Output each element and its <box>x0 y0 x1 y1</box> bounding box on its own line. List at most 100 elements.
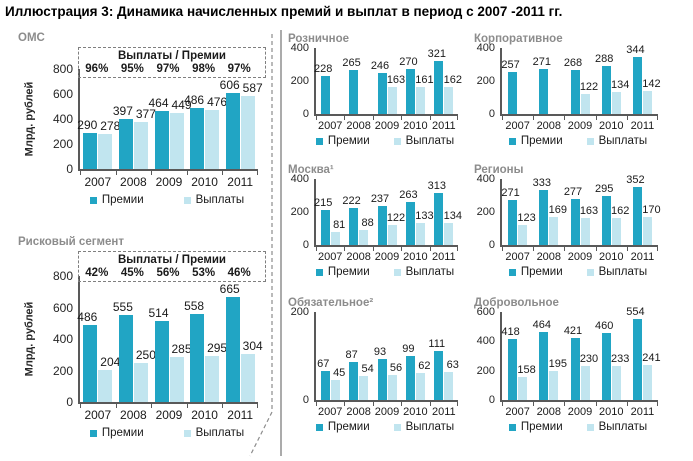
ratio-values-row: 96% 95% 97% 98% 97% <box>79 63 257 75</box>
bar-payout <box>359 376 369 400</box>
ratio-value: 53% <box>192 267 216 279</box>
bar-premium <box>434 61 444 114</box>
value-label-premium: 418 <box>501 325 520 338</box>
y-tick-label: 0 <box>488 108 495 120</box>
value-label-premium: 87 <box>345 348 358 361</box>
bar-premium <box>377 205 387 245</box>
x-tick-label: 2010 <box>403 120 428 132</box>
value-label-payout: 56 <box>389 362 403 375</box>
x-tick-label: 2010 <box>403 406 428 418</box>
x-axis-tick <box>316 402 317 406</box>
legend-swatch-premium <box>89 196 97 204</box>
legend: Премии Выплаты <box>314 135 456 147</box>
plot-area: 215 81 222 88 237 122 263 133 313 134 <box>314 179 462 251</box>
bar-payout <box>549 371 559 400</box>
y-axis: 800 600 400 200 0 <box>40 270 78 408</box>
x-tick-label: 2010 <box>191 175 218 189</box>
value-label-premium: 606 <box>219 78 240 93</box>
legend-item-payout: Выплаты <box>586 421 647 433</box>
legend: Премии Выплаты <box>500 421 656 433</box>
bar-payout <box>611 218 621 245</box>
x-axis-tick <box>564 402 566 406</box>
x-tick-label: 2008 <box>120 175 147 189</box>
bar-payout <box>387 375 397 400</box>
y-tick-label: 0 <box>302 239 309 251</box>
x-labels-row: 2007 2008 2009 2010 2011 <box>502 406 658 418</box>
bar-premium <box>632 318 642 400</box>
x-axis-tick <box>429 402 431 406</box>
x-axis-tick <box>344 116 346 120</box>
x-axis-tick <box>657 116 658 120</box>
x-tick-label: 2007 <box>84 408 112 422</box>
ratio-value: 97% <box>156 63 180 75</box>
bar-payout <box>518 376 528 400</box>
x-tick-label: 2008 <box>120 408 147 422</box>
legend-label-payout: Выплаты <box>405 135 455 147</box>
y-tick-label: 200 <box>476 75 495 87</box>
ratio-box: Выплаты / Премии 96% 95% 97% 98% 97% <box>78 47 266 78</box>
x-axis-tick <box>186 404 188 408</box>
bar-premium <box>225 297 240 402</box>
bar-payout <box>133 121 148 169</box>
x-axis-tick <box>533 247 535 251</box>
value-label-payout: 285 <box>171 342 192 357</box>
chart-title: Розничное <box>288 33 350 45</box>
y-axis-title-text: Млрд. рублей <box>23 81 36 157</box>
ratio-value: 97% <box>227 63 251 75</box>
x-axis-tick <box>222 171 224 175</box>
x-tick-label: 2009 <box>374 251 400 263</box>
chart-title: Обязательное² <box>288 297 374 309</box>
x-axis-tick <box>401 402 403 406</box>
value-label-premium: 257 <box>501 58 520 71</box>
ratio-box-row: Выплаты / Премии 96% 95% 97% 98% 97% <box>18 47 266 78</box>
legend-swatch-payout <box>393 423 401 431</box>
legend: Премии Выплаты <box>78 427 256 439</box>
x-tick-label: 2011 <box>432 251 456 263</box>
value-label-premium: 222 <box>342 195 361 208</box>
x-axis-tick <box>626 402 628 406</box>
bar-payout <box>205 355 220 402</box>
value-label-premium: 352 <box>626 173 645 186</box>
value-label-premium: 665 <box>219 282 240 297</box>
bar-premium <box>405 69 415 114</box>
legend-swatch-payout <box>586 423 594 431</box>
x-tick-label: 2009 <box>374 120 400 132</box>
x-axis-tick <box>80 404 81 408</box>
x-axis-tick <box>401 247 403 251</box>
x-axis-tick <box>502 402 503 406</box>
ratio-value: 42% <box>85 267 109 279</box>
bar-premium <box>118 119 133 169</box>
chart-moscow: Москва¹ 400 200 0 215 81 222 88 237 122 263 133 313 1… <box>288 164 462 278</box>
bar-payout <box>642 216 652 245</box>
bar-payout <box>444 372 454 400</box>
legend-item-payout: Выплаты <box>586 266 648 278</box>
value-label-payout: 250 <box>135 347 156 362</box>
bar-premium <box>570 338 580 400</box>
x-axis-tick <box>151 404 153 408</box>
plot-area: 67 45 87 54 93 56 99 62 111 63 <box>314 312 459 406</box>
x-axis-tick <box>657 402 658 406</box>
x-axis-tick <box>564 247 566 251</box>
value-label-premium: 246 <box>370 60 390 73</box>
legend-label-payout: Выплаты <box>195 427 245 439</box>
bar-payout <box>133 362 148 402</box>
value-label-payout: 133 <box>415 210 434 223</box>
legend-swatch-premium <box>315 423 323 431</box>
legend-label-payout: Выплаты <box>405 266 455 278</box>
y-tick-label: 800 <box>52 269 73 283</box>
bar-premium <box>570 199 580 245</box>
bar-payout <box>611 91 621 114</box>
x-tick-label: 2008 <box>346 251 371 263</box>
bar-premium <box>632 186 642 245</box>
legend-item-premium: Премии <box>508 266 563 278</box>
legend-swatch-payout <box>586 268 594 276</box>
bar-premium <box>434 351 444 400</box>
legend-label-payout: Выплаты <box>598 266 648 278</box>
y-tick-label: 200 <box>476 364 495 377</box>
chart-corporate: Корпоративное 400 200 0 257 271 268 122 288 134 34… <box>474 33 661 147</box>
bar-payout <box>359 230 369 245</box>
bar-premium <box>405 201 415 245</box>
bar-payout <box>611 365 621 400</box>
x-tick-label: 2007 <box>317 251 343 263</box>
x-tick-label: 2008 <box>536 251 562 263</box>
